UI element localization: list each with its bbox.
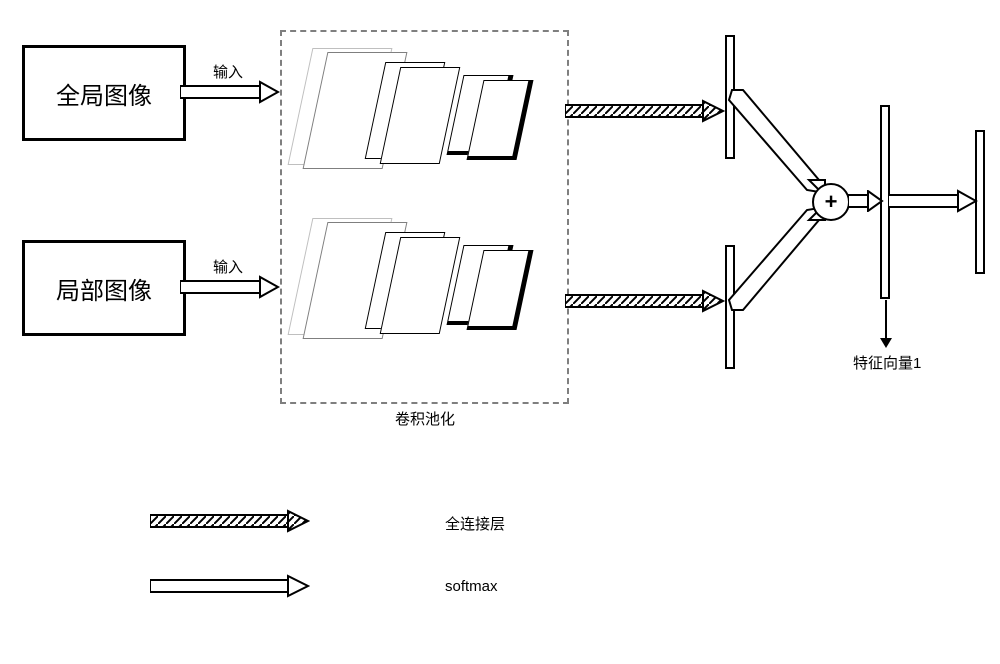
arrow-local-to-conv xyxy=(180,273,280,301)
merge-plus: + xyxy=(812,183,850,221)
arrow-conv-to-vec-bottom xyxy=(565,288,725,314)
legend-hatched-label: 全连接层 xyxy=(445,513,505,534)
arrow-merged-to-out xyxy=(888,188,978,214)
arrow-top-to-plus xyxy=(729,90,829,200)
arrow-global-to-conv xyxy=(180,78,280,106)
legend-open-arrow xyxy=(150,573,310,599)
arrow-conv-to-vec-top xyxy=(565,98,725,124)
local-image-box: 局部图像 xyxy=(22,240,186,336)
down-arrow-feature xyxy=(885,300,887,340)
arrow-plus-to-merged xyxy=(848,190,884,212)
local-image-label: 局部图像 xyxy=(56,271,152,306)
legend-hatched-arrow xyxy=(150,508,310,534)
arrow-bottom-to-plus xyxy=(729,200,829,310)
feature-vector-label: 特征向量1 xyxy=(853,352,921,373)
conv-pool-label: 卷积池化 xyxy=(395,408,455,429)
legend-open-label: softmax xyxy=(445,578,498,595)
global-image-label: 全局图像 xyxy=(56,76,152,111)
global-image-box: 全局图像 xyxy=(22,45,186,141)
diagram-canvas: 全局图像 局部图像 输入 输入 卷积池化 xyxy=(0,0,1000,664)
